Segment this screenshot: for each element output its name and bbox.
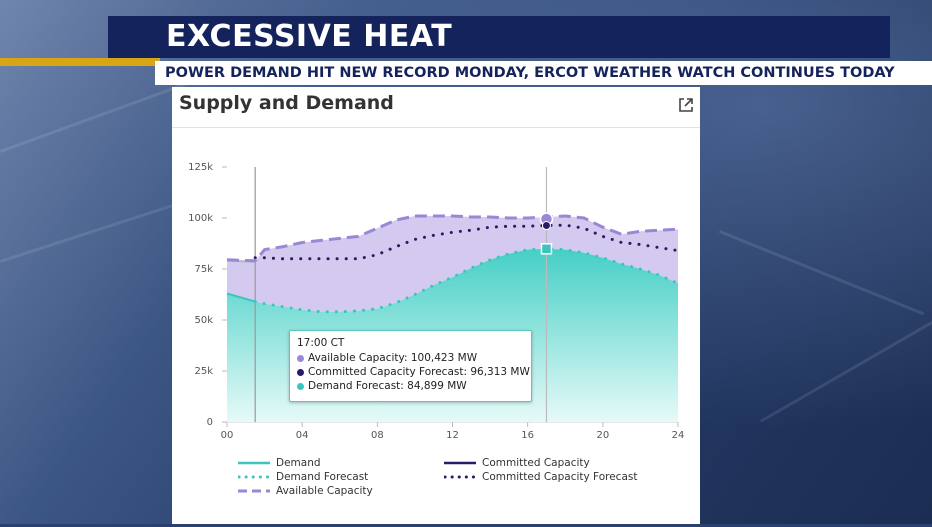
legend-available-capacity[interactable]: Available Capacity (238, 485, 373, 497)
legend-label: Available Capacity (276, 485, 373, 497)
demand-line (226, 292, 256, 303)
x-tick-label: 04 (296, 430, 309, 441)
legend-label: Demand (276, 457, 321, 469)
y-axis: 0 25k 50k 75k 100k 125k (188, 162, 227, 428)
chart-markers (539, 212, 554, 255)
solid-line-icon (444, 461, 476, 465)
legend-demand[interactable]: Demand (238, 457, 321, 469)
legend-label: Committed Capacity Forecast (482, 471, 638, 483)
x-tick-label: 08 (371, 430, 384, 441)
demand-dot-icon (297, 382, 304, 390)
dashed-line-icon (238, 489, 270, 493)
x-tick-label: 16 (521, 430, 534, 441)
tooltip-row-demand: Demand Forecast: 84,899 MW (297, 379, 524, 393)
tooltip-label: Committed Capacity Forecast: (308, 366, 471, 378)
y-tick-label: 0 (207, 417, 213, 428)
news-ticker: POWER DEMAND HIT NEW RECORD MONDAY, ERCO… (155, 61, 932, 85)
available-dot-icon (297, 354, 304, 362)
x-tick-label: 00 (221, 430, 234, 441)
y-tick-label: 50k (194, 315, 213, 326)
legend-label: Demand Forecast (276, 471, 369, 483)
committed-capacity-forecast-line (253, 223, 680, 261)
y-tick-label: 125k (188, 162, 213, 173)
chart-panel: Supply and Demand 0 25k 50k 75k 100k 125k 00 0… (172, 87, 700, 524)
legend-demand-forecast[interactable]: Demand Forecast (238, 471, 368, 483)
demand-forecast-line (253, 247, 680, 314)
tooltip-value: 100,423 MW (410, 352, 478, 364)
available-capacity-line (226, 214, 679, 263)
committed-capacity-marker (541, 221, 551, 231)
tooltip-value: 96,313 MW (470, 366, 530, 378)
legend-committed-capacity-forecast[interactable]: Committed Capacity Forecast (444, 471, 637, 483)
dotted-line-icon (238, 475, 270, 479)
y-tick-label: 25k (194, 366, 213, 377)
panel-title: Supply and Demand (179, 92, 394, 114)
demand-forecast-marker (540, 243, 553, 255)
chart-tooltip: 17:00 CT Available Capacity: 100,423 MW … (289, 330, 532, 402)
solid-line-icon (238, 461, 270, 465)
x-tick-label: 12 (446, 430, 459, 441)
tooltip-label: Available Capacity: (308, 352, 411, 364)
x-tick-label: 24 (672, 430, 685, 441)
tooltip-row-committed: Committed Capacity Forecast: 96,313 MW (297, 365, 530, 379)
chart-lines (226, 167, 680, 422)
dotted-line-icon (444, 475, 476, 479)
x-tick-label: 20 (596, 430, 609, 441)
y-tick-label: 75k (194, 264, 213, 275)
committed-dot-icon (297, 368, 304, 376)
available-capacity-area (227, 216, 678, 312)
tooltip-time: 17:00 CT (297, 337, 345, 349)
accent-bar (0, 58, 160, 66)
x-axis: 00 04 08 12 16 20 24 (221, 421, 685, 441)
tooltip-value: 84,899 MW (407, 380, 467, 392)
tooltip-row-available: Available Capacity: 100,423 MW (297, 351, 524, 365)
legend-label: Committed Capacity (482, 457, 590, 469)
tooltip-label: Demand Forecast: (308, 380, 408, 392)
y-tick-label: 100k (188, 213, 213, 224)
legend-committed-capacity[interactable]: Committed Capacity (444, 457, 590, 469)
panel-divider (172, 127, 700, 128)
external-link-icon[interactable] (678, 97, 694, 113)
headline-banner: EXCESSIVE HEAT (108, 16, 890, 58)
